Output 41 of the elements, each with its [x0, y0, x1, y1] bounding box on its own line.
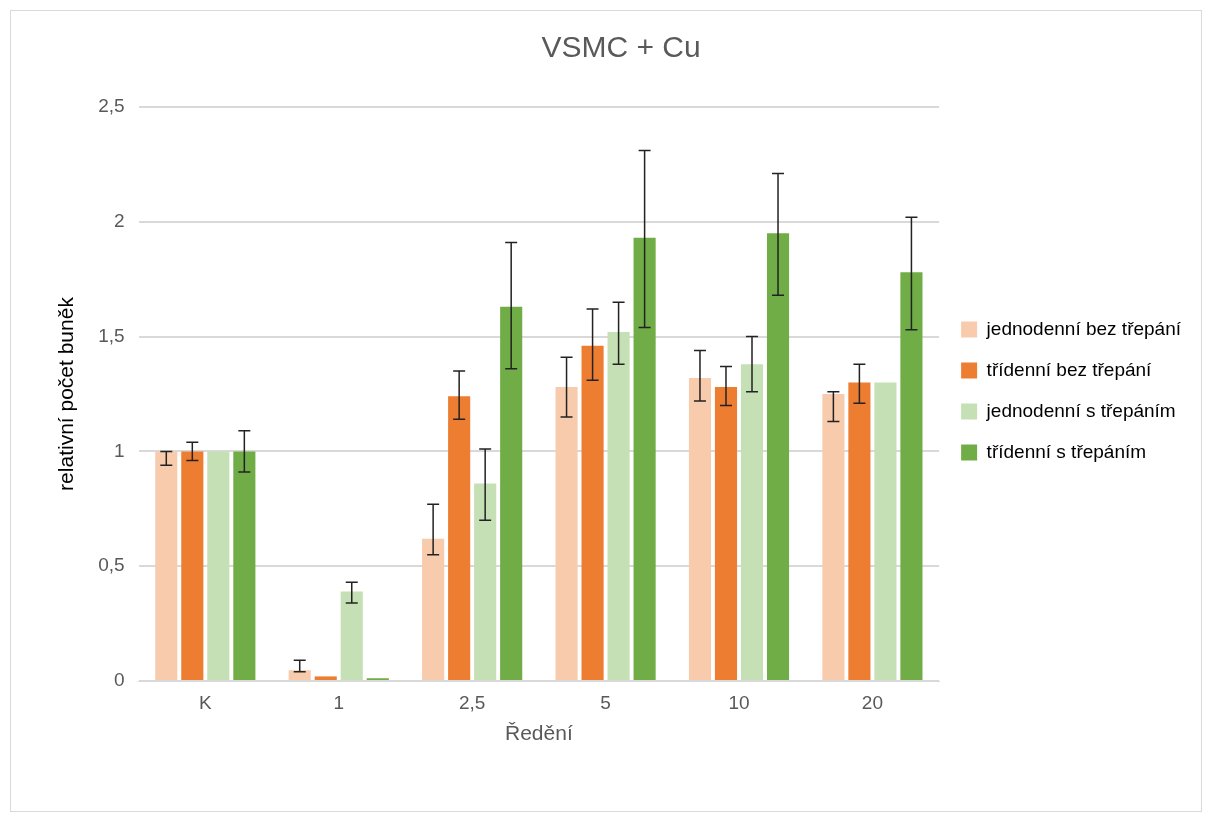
x-tick-label: 2,5 — [458, 691, 486, 713]
bar — [822, 394, 845, 680]
y-tick-label: 0,5 — [98, 554, 125, 576]
bar — [714, 387, 738, 680]
legend-label: třídenní bez třepání — [986, 358, 1153, 380]
x-axis-title: Ředění — [505, 721, 573, 745]
x-tick-label: 20 — [861, 691, 883, 713]
bar — [314, 676, 337, 680]
bar — [607, 332, 630, 680]
y-tick-label: 1 — [114, 439, 125, 461]
x-tick-label: 10 — [728, 691, 750, 713]
bar — [422, 538, 445, 680]
bar — [555, 387, 578, 680]
bar — [581, 345, 604, 680]
bar — [900, 272, 923, 680]
bar — [766, 233, 790, 680]
bar — [474, 483, 497, 680]
bar — [874, 382, 897, 680]
bar — [233, 451, 256, 680]
bar — [633, 237, 656, 680]
bar — [340, 591, 363, 680]
bar — [500, 306, 523, 680]
bar — [848, 382, 871, 680]
y-tick-label: 0 — [114, 669, 125, 691]
x-tick-label: 5 — [600, 691, 611, 713]
bar — [448, 396, 471, 680]
x-tick-label: 1 — [333, 691, 345, 713]
y-axis-title: relativní počet buněk — [54, 296, 78, 491]
x-tick-label: K — [198, 691, 212, 713]
legend-label: třídenní s třepáním — [986, 440, 1147, 462]
bar — [207, 451, 230, 680]
bar — [155, 451, 178, 680]
y-tick-label: 1,5 — [98, 324, 125, 346]
y-tick-label: 2 — [114, 210, 125, 232]
chart-title: VSMC + Cu — [541, 30, 701, 64]
bar — [740, 364, 764, 680]
legend-label: jednodenní bez třepání — [985, 317, 1182, 339]
bar — [688, 377, 712, 680]
bar — [181, 451, 204, 680]
legend-label: jednodenní s třepáním — [985, 399, 1176, 421]
y-tick-label: 2,5 — [98, 95, 125, 117]
